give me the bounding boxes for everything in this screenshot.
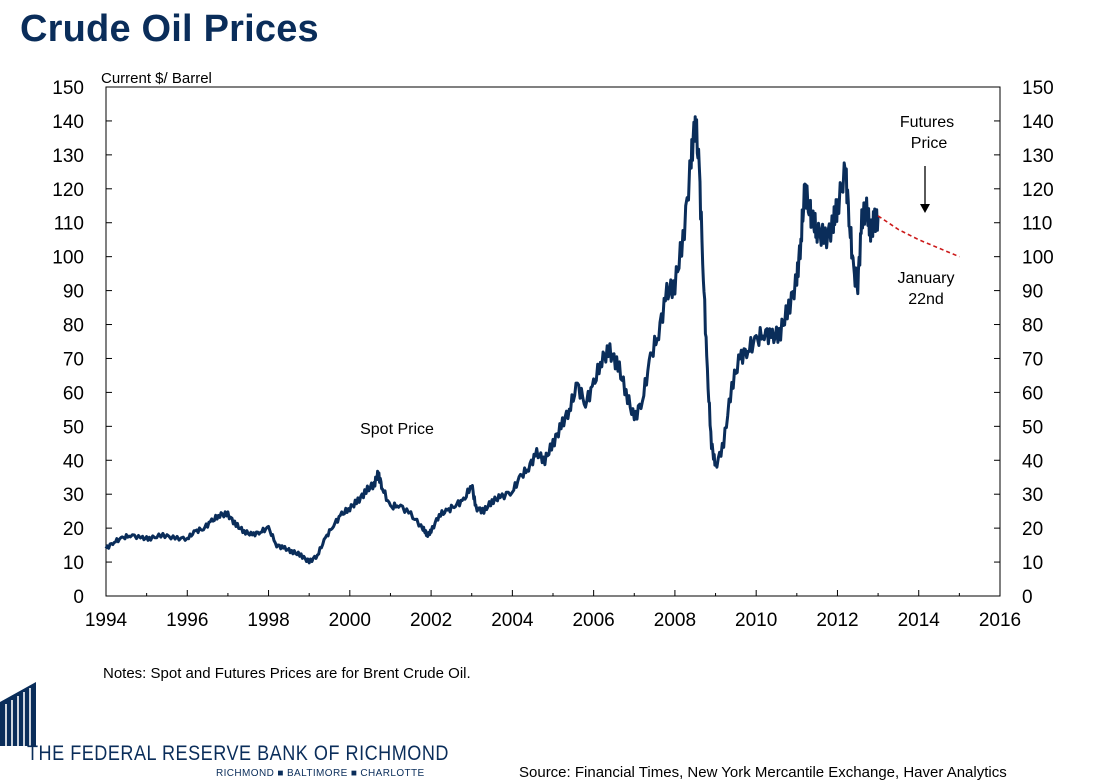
y-tick-label-right: 150 [1022, 78, 1054, 99]
spot-price-label: Spot Price [360, 421, 434, 438]
y-tick-label-left: 0 [73, 587, 84, 608]
chart-notes: Notes: Spot and Futures Prices are for B… [103, 665, 471, 682]
futures-price-line [877, 215, 960, 258]
y-tick-label-left: 60 [63, 383, 84, 404]
x-tick-label: 2014 [898, 610, 941, 631]
x-tick-label: 2006 [572, 610, 614, 631]
y-tick-label-right: 60 [1022, 383, 1043, 404]
y-tick-label-left: 10 [63, 553, 84, 574]
chart-source: Source: Financial Times, New York Mercan… [519, 764, 1007, 781]
y-tick-label-right: 120 [1022, 180, 1054, 201]
y-tick-label-right: 140 [1022, 112, 1054, 133]
y-tick-label-left: 130 [52, 146, 84, 167]
plot-frame [105, 86, 1001, 597]
futures-arrow-head [920, 204, 930, 213]
y-tick-label-right: 50 [1022, 417, 1043, 438]
x-tick-label: 2012 [816, 610, 858, 631]
x-tick-label: 1996 [166, 610, 208, 631]
y-tick-label-left: 80 [63, 316, 84, 337]
y-tick-label-right: 100 [1022, 248, 1054, 269]
y-tick-label-left: 70 [63, 349, 84, 370]
y-tick-label-left: 150 [52, 78, 84, 99]
x-tick-label: 1994 [85, 610, 128, 631]
date-label-line2: 22nd [908, 291, 944, 308]
y-tick-label-right: 70 [1022, 349, 1043, 370]
y-tick-label-left: 90 [63, 282, 84, 303]
y-tick-label-right: 110 [1022, 214, 1052, 235]
futures-price-label-line2: Price [911, 135, 948, 152]
y-tick-label-right: 30 [1022, 485, 1043, 506]
y-tick-label-right: 10 [1022, 553, 1043, 574]
y-tick-label-right: 90 [1022, 282, 1043, 303]
x-tick-label: 2010 [735, 610, 777, 631]
x-tick-label: 2000 [329, 610, 371, 631]
y-tick-label-left: 140 [52, 112, 84, 133]
y-tick-label-left: 20 [63, 519, 84, 540]
y-tick-label-left: 120 [52, 180, 84, 201]
y-tick-label-right: 40 [1022, 451, 1043, 472]
y-tick-label-right: 130 [1022, 146, 1054, 167]
x-tick-label: 2002 [410, 610, 452, 631]
y-axis-label: Current $/ Barrel [101, 70, 212, 87]
date-label-line1: January [898, 270, 955, 287]
fed-bank-cities: RICHMOND ■ BALTIMORE ■ CHARLOTTE [216, 768, 425, 779]
x-tick-label: 1998 [247, 610, 289, 631]
fed-bank-name: THE FEDERAL RESERVE BANK OF RICHMOND [27, 742, 449, 765]
y-tick-label-left: 30 [63, 485, 84, 506]
futures-price-label-line1: Futures [900, 114, 954, 131]
y-tick-label-left: 50 [63, 417, 84, 438]
y-tick-label-left: 110 [54, 214, 84, 235]
y-tick-label-left: 100 [52, 248, 84, 269]
fed-logo-icon [0, 682, 36, 746]
spot-price-line [104, 115, 880, 565]
y-tick-label-left: 40 [63, 451, 84, 472]
x-tick-label: 2004 [491, 610, 534, 631]
x-tick-label: 2008 [654, 610, 696, 631]
y-tick-label-right: 20 [1022, 519, 1043, 540]
page-title: Crude Oil Prices [20, 8, 319, 50]
y-tick-label-right: 80 [1022, 316, 1043, 337]
y-tick-label-right: 0 [1022, 587, 1033, 608]
crude-oil-chart: 0 0 10 10 20 20 30 30 40 40 50 50 60 60 70 70 80 80 90 90 10… [52, 70, 1054, 631]
x-tick-label: 2016 [979, 610, 1021, 631]
